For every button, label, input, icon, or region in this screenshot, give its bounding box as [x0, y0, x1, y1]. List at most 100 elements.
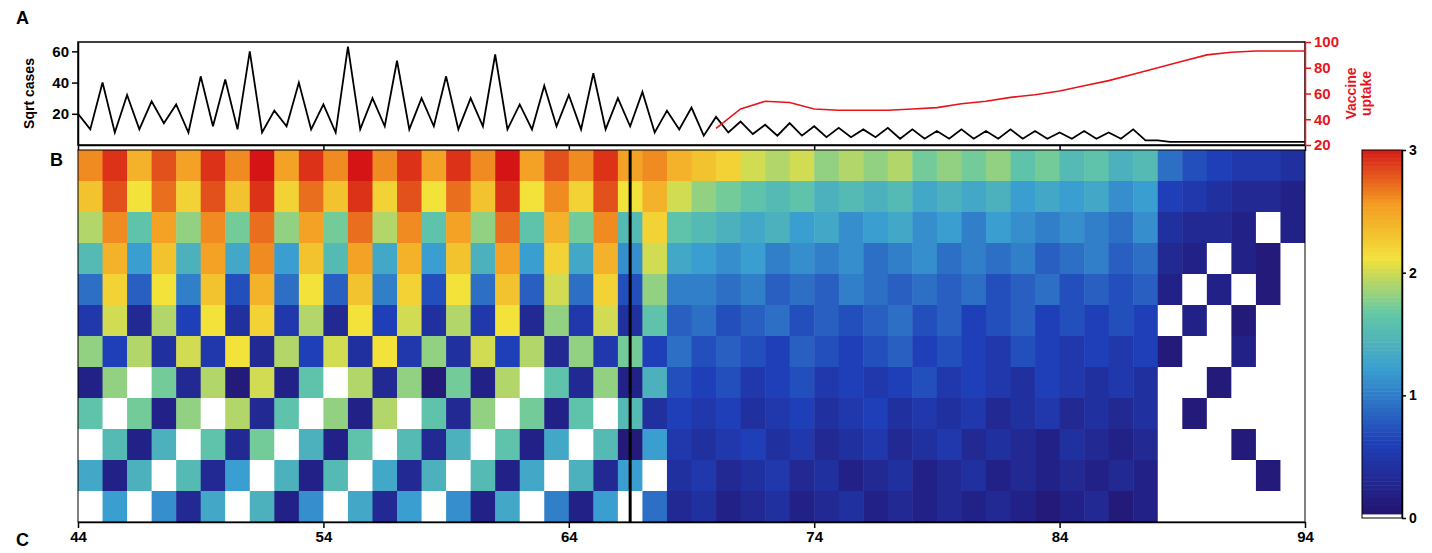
heatmap-cell: [986, 429, 1011, 461]
heatmap-cell: [103, 150, 128, 182]
heatmap-cell: [1133, 305, 1158, 337]
heatmap-cell: [520, 460, 545, 492]
colorbar-swatch: [1362, 293, 1402, 298]
heatmap-cell: [716, 181, 741, 213]
heatmap-cell: [127, 150, 152, 182]
heatmap-cell: [323, 274, 348, 306]
heatmap-cell: [1280, 150, 1305, 182]
heatmap-cell: [422, 398, 447, 430]
heatmap-cell: [937, 150, 962, 182]
heatmap-cell: [446, 491, 471, 522]
heatmap-cell: [520, 398, 545, 430]
tick: 1: [1402, 387, 1417, 403]
heatmap-cell: [495, 274, 520, 306]
tick-mark: [1305, 119, 1311, 121]
lines: [78, 47, 1305, 142]
colorbar-swatch: [1362, 309, 1402, 314]
tick-label: 60: [1314, 85, 1331, 102]
heatmap-cell: [961, 274, 986, 306]
heatmap-cell: [1011, 460, 1036, 492]
heatmap-cell: [569, 367, 594, 399]
heatmap-cell: [1280, 336, 1305, 368]
x-axis: 445464748494: [70, 522, 1314, 545]
heatmap-cell: [348, 181, 373, 213]
heatmap-cell: [250, 305, 275, 337]
heatmap-cell: [1084, 150, 1109, 182]
heatmap-cell: [152, 150, 177, 182]
heatmap-cell: [176, 274, 201, 306]
colorbar-swatch: [1362, 220, 1402, 225]
colorbar-swatch: [1362, 465, 1402, 470]
heatmap-cell: [348, 212, 373, 244]
heatmap-cell: [692, 367, 717, 399]
heatmap-cell: [937, 212, 962, 244]
heatmap-cell: [1182, 367, 1207, 399]
heatmap-cell: [471, 398, 496, 430]
colorbar-swatch: [1362, 322, 1402, 327]
heatmap-cell: [569, 460, 594, 492]
heatmap-cell: [372, 460, 397, 492]
colorbar-swatch: [1362, 252, 1402, 257]
heatmap-cell: [1109, 367, 1134, 399]
heatmap-cell: [176, 398, 201, 430]
heatmap-cell: [471, 460, 496, 492]
y2-axis: 20406080100: [1305, 33, 1339, 153]
heatmap-cell: [323, 150, 348, 182]
heatmap-cell: [78, 243, 103, 275]
tick: 40: [1305, 111, 1331, 128]
heatmap-cell: [986, 398, 1011, 430]
heatmap-cell: [201, 336, 226, 368]
heatmap-cell: [78, 274, 103, 306]
colorbar-swatch: [1362, 236, 1402, 241]
heatmap-cell: [446, 429, 471, 461]
heatmap-cell: [765, 150, 790, 182]
heatmap-cell: [495, 150, 520, 182]
heatmap-cell: [593, 243, 618, 275]
heatmap-cell: [716, 243, 741, 275]
panel-letter: C: [16, 530, 29, 550]
heatmap-cell: [1084, 305, 1109, 337]
heatmap-cell: [544, 274, 569, 306]
heatmap-cell: [201, 398, 226, 430]
heatmap-cell: [495, 429, 520, 461]
heatmap-cell: [1109, 460, 1134, 492]
heatmap-cell: [1207, 367, 1232, 399]
heatmap-cell: [397, 491, 422, 522]
heatmap-cell: [814, 274, 839, 306]
heatmap-cell: [642, 367, 667, 399]
heatmap-cell: [790, 305, 815, 337]
heatmap-cell: [299, 305, 324, 337]
heatmap-cell: [692, 398, 717, 430]
heatmap-cell: [790, 212, 815, 244]
heatmap-cell: [397, 460, 422, 492]
tick-mark: [1305, 145, 1311, 147]
heatmap-cell: [323, 243, 348, 275]
heatmap-cell: [103, 429, 128, 461]
heatmap-cell: [1182, 491, 1207, 522]
heatmap-cell: [937, 491, 962, 522]
heatmap-cell: [250, 429, 275, 461]
colorbar-swatch: [1362, 371, 1402, 376]
axis-line: [79, 522, 1306, 524]
colorbar-swatch: [1362, 432, 1402, 437]
heatmap-cell: [814, 460, 839, 492]
heatmap-cell: [471, 305, 496, 337]
heatmap-cell: [1207, 181, 1232, 213]
heatmap-cell: [1256, 181, 1281, 213]
heatmap-cell: [1035, 491, 1060, 522]
colorbar-swatch: [1362, 473, 1402, 478]
colorbar-swatch: [1362, 510, 1402, 515]
heatmap-cell: [250, 274, 275, 306]
tick-label: 100: [1314, 33, 1339, 50]
heatmap-cell: [863, 212, 888, 244]
heatmap-cell: [299, 398, 324, 430]
heatmap-cell: [790, 243, 815, 275]
heatmap-cell: [495, 212, 520, 244]
heatmap-cell: [348, 460, 373, 492]
colorbar-swatch: [1362, 359, 1402, 364]
heatmap-cell: [1158, 243, 1183, 275]
heatmap-cell: [716, 460, 741, 492]
heatmap-cell: [471, 491, 496, 522]
tick: 0: [1402, 510, 1417, 526]
colorbar-swatch: [1362, 493, 1402, 498]
